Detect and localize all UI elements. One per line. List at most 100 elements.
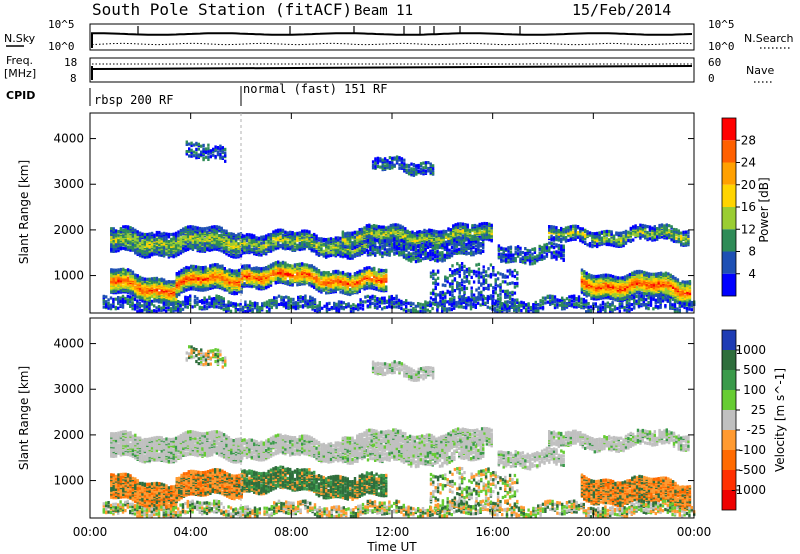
echo-cell [390,238,394,242]
echo-cell [218,264,222,268]
echo-cell [376,246,379,250]
echo-cell [190,268,193,272]
echo-cell [250,247,253,252]
echo-cell [569,225,572,229]
nsky-trace [91,32,693,48]
echo-cell [211,275,214,279]
echo-cell [610,230,613,234]
echo-cell [226,286,229,290]
echo-cell [274,271,277,275]
echo-cell [301,275,304,279]
echo-cell [182,241,185,245]
echo-cell [158,242,161,246]
echo-cell [160,232,163,236]
echo-cell [528,249,532,253]
echo-cell [167,280,171,284]
echo-cell [198,226,202,231]
echo-cell [351,290,354,294]
echo-cell [470,237,473,241]
echo-cell [423,228,426,232]
echo-cell [375,271,378,275]
freq-panel [89,57,695,83]
echo-cell [218,283,222,287]
echo-cell [375,224,378,228]
echo-cell [197,284,200,288]
echo-cell [245,266,249,270]
echo-cell [134,233,137,237]
echo-cell [363,226,366,230]
echo-cell [438,257,442,261]
echo-cell [201,248,204,252]
echo-cell [177,250,180,254]
echo-cell [143,300,147,304]
echo-cell [596,231,599,235]
echo-cell [555,243,558,247]
echo-cell [617,231,620,235]
echo-cell [153,292,156,296]
echo-cell [191,230,195,234]
echo-cell [126,278,130,283]
echo-cell [213,225,216,229]
echo-cell [422,244,425,248]
echo-cell [265,234,268,238]
echo-cell [552,225,556,229]
echo-cell [291,264,294,268]
cpid-label: CPID [6,89,35,102]
nsearch-tick-top: 10^5 [708,18,735,31]
echo-cell [378,239,382,243]
nsky-panel [89,23,695,51]
echo-cell [211,263,214,267]
echo-cell [186,232,190,236]
echo-cell [454,223,457,227]
echo-cell [550,251,553,255]
echo-cell [361,282,364,286]
echo-cell [225,239,228,243]
echo-cell [365,281,369,285]
echo-cell [555,226,558,230]
echo-cell [160,237,163,241]
echo-cell [600,236,604,240]
echo-cell [262,272,265,276]
echo-cell [223,283,226,287]
echo-cell [366,249,370,253]
echo-cell [260,275,263,279]
echo-cell [248,264,251,268]
echo-cell [533,255,537,259]
echo-cell [317,237,321,241]
echo-cell [226,271,229,276]
echo-cell [172,232,175,236]
echo-cell [555,234,558,238]
echo-cell [572,236,575,240]
echo-cell [230,254,233,258]
echo-cell [320,289,323,293]
echo-cell [296,263,299,267]
echo-cell [376,238,379,243]
echo-cell [428,228,431,232]
echo-cell [134,285,137,289]
echo-cell [267,264,270,268]
echo-cell [190,264,193,268]
echo-cell [320,237,323,241]
echo-cell [269,232,273,237]
echo-cell [129,246,132,250]
echo-cell [122,246,125,250]
echo-cell [441,243,444,247]
echo-cell [172,253,175,258]
echo-cell [327,237,330,241]
echo-cell [240,290,243,294]
echo-cell [329,245,333,249]
echo-cell [162,249,166,253]
echo-cell [233,276,236,280]
echo-cell [226,269,229,273]
echo-cell [545,242,549,247]
echo-cell [162,237,166,241]
echo-cell [358,228,361,232]
echo-cell [148,238,151,242]
echo-cell [170,237,173,241]
echo-cell [386,248,389,252]
echo-cell [413,232,417,236]
echo-cell [237,254,240,258]
echo-cell [230,232,233,236]
echo-cell [320,271,323,275]
echo-cell [394,223,397,227]
